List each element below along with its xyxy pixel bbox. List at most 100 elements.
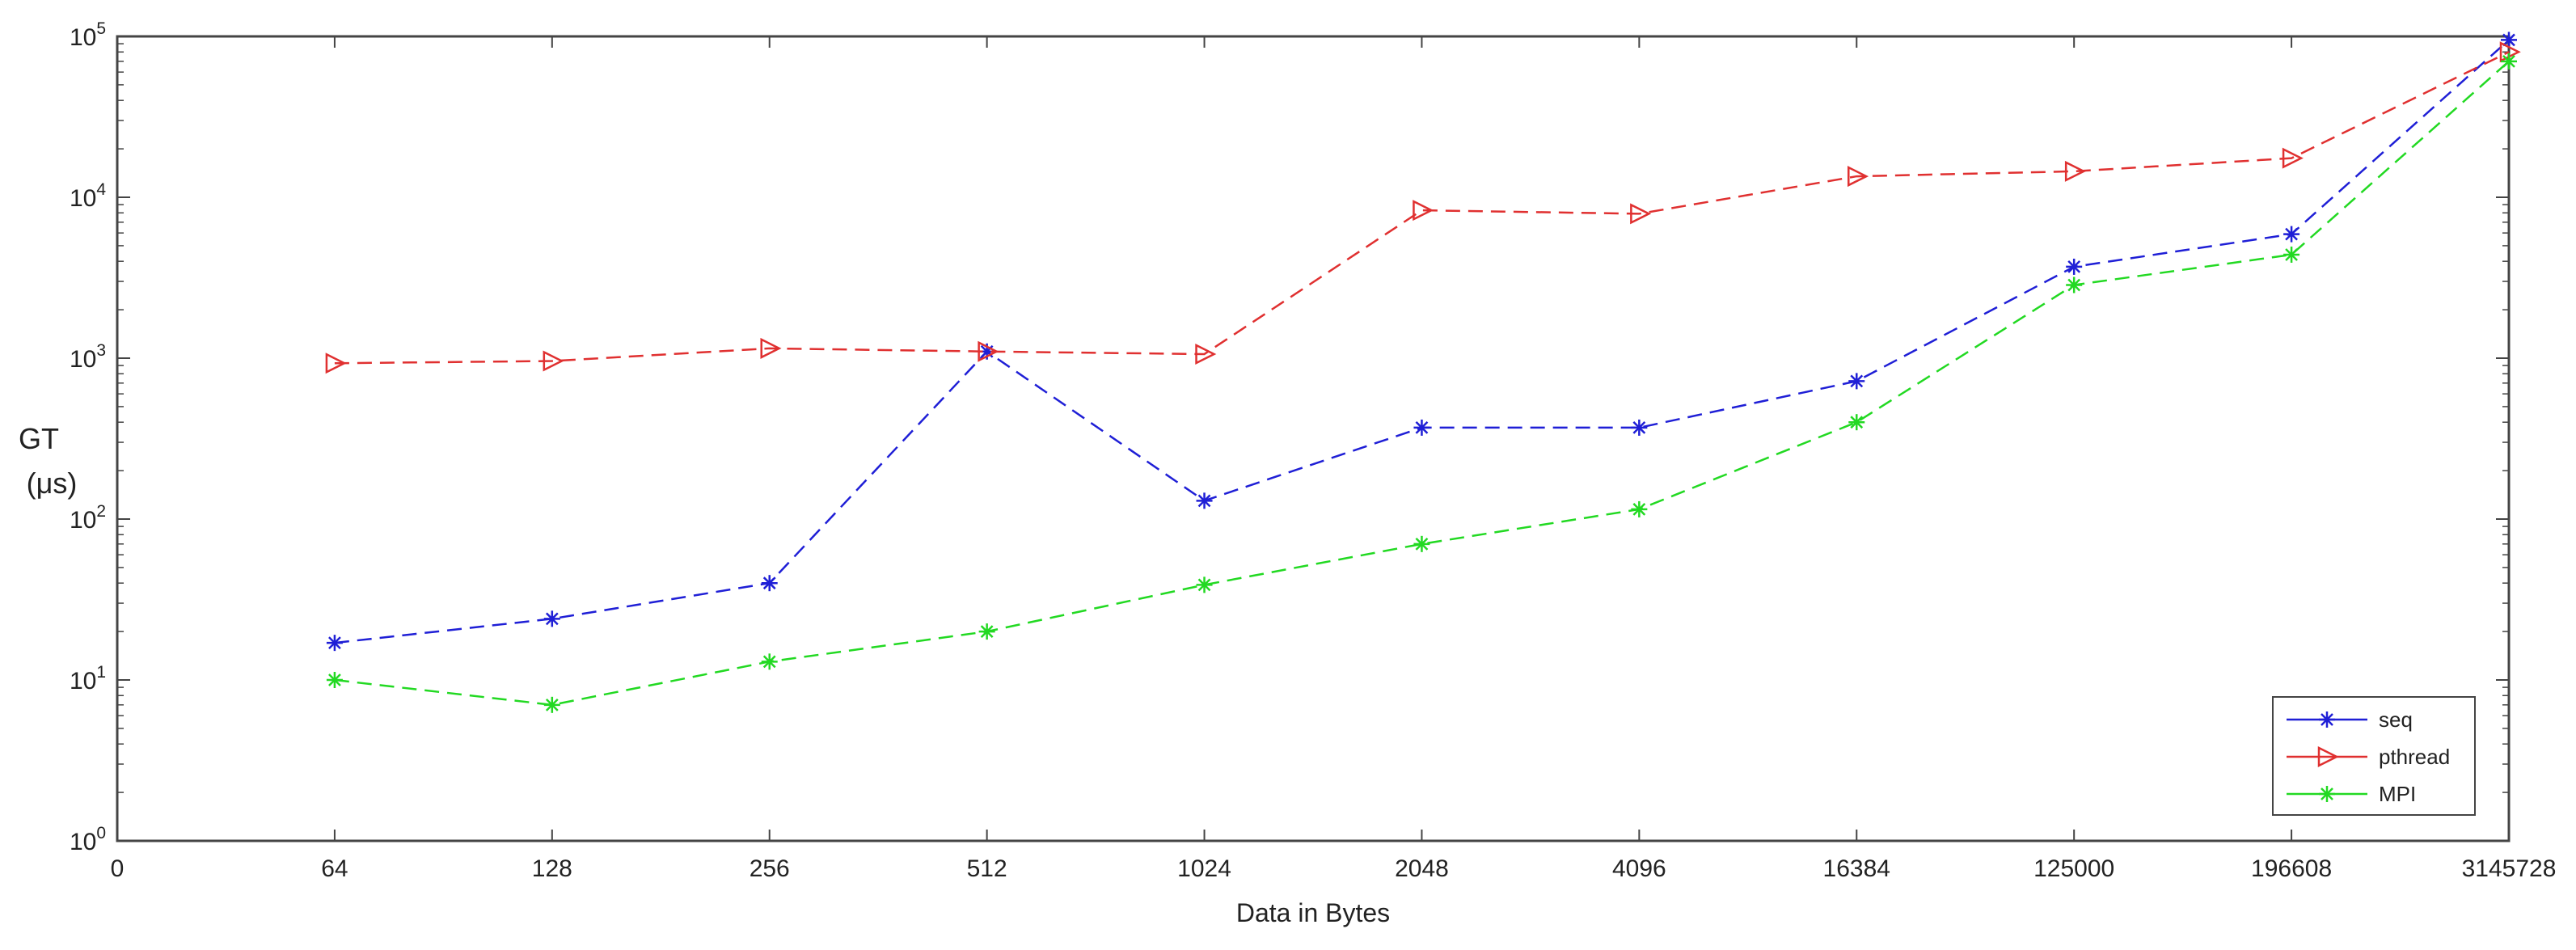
data-point-MPI xyxy=(543,696,560,713)
marker-shape xyxy=(760,337,782,359)
data-point-pthread xyxy=(1413,200,1434,222)
legend-entry-seq: seq xyxy=(2287,707,2413,732)
x-tick-label: 16384 xyxy=(1823,855,1890,882)
marker-stroke xyxy=(2285,227,2298,241)
marker-stroke xyxy=(1415,421,1429,434)
data-point-MPI xyxy=(978,623,995,640)
marker-stroke xyxy=(2067,278,2081,292)
legend: seq pthread MPI xyxy=(2272,696,2476,816)
marker-stroke xyxy=(2321,713,2333,726)
axis-ticks xyxy=(116,36,2510,842)
marker-shape xyxy=(2317,745,2339,768)
data-point-MPI xyxy=(2283,246,2300,263)
data-point-MPI xyxy=(326,672,343,688)
marker-stroke xyxy=(2502,33,2515,47)
y-tick-label: 101 xyxy=(70,663,106,695)
y-tick-labels: 100 101 102 103 104 105 xyxy=(70,19,106,855)
marker-stroke xyxy=(545,612,559,626)
x-tick-label: 256 xyxy=(750,855,790,882)
data-point-pthread xyxy=(978,340,999,362)
marker-stroke xyxy=(1197,494,1211,508)
y-tick-label: 104 xyxy=(70,180,106,212)
marker-stroke xyxy=(980,625,994,638)
marker-shape xyxy=(2064,160,2086,182)
marker-stroke xyxy=(762,576,776,590)
y-axis-title-line2: (μs) xyxy=(27,467,78,500)
data-point-MPI xyxy=(1413,535,1430,552)
x-axis-title: Data in Bytes xyxy=(1236,898,1390,927)
data-point-pthread xyxy=(2064,160,2086,182)
series-seq xyxy=(326,32,2517,652)
data-point-MPI xyxy=(1631,500,1648,517)
data-point-pthread xyxy=(543,350,564,372)
data-point-seq xyxy=(326,635,343,652)
x-tick-label: 64 xyxy=(321,855,348,882)
legend-marker xyxy=(2317,745,2339,768)
marker-stroke xyxy=(2285,248,2298,261)
legend-label: pthread xyxy=(2379,745,2450,769)
series-line-MPI xyxy=(334,60,2510,707)
series-line-seq xyxy=(334,39,2510,644)
data-point-seq xyxy=(1848,373,1865,390)
y-tick-label: 105 xyxy=(70,19,106,51)
data-point-MPI xyxy=(2066,277,2083,293)
legend-label: seq xyxy=(2379,707,2413,732)
marker-stroke xyxy=(762,655,776,669)
marker-shape xyxy=(1630,203,1652,225)
legend-marker xyxy=(2319,786,2335,802)
legend-entry-pthread: pthread xyxy=(2287,745,2450,769)
marker-stroke xyxy=(1415,537,1429,551)
marker-stroke xyxy=(328,673,341,686)
data-point-pthread xyxy=(325,353,347,374)
x-tick-label: 125000 xyxy=(2033,855,2114,882)
marker-stroke xyxy=(2502,54,2515,68)
data-point-pthread xyxy=(1630,203,1652,225)
data-point-seq xyxy=(1413,419,1430,436)
marker-shape xyxy=(2282,147,2304,169)
plot-frame xyxy=(116,35,2511,842)
series-line-pthread xyxy=(334,51,2510,365)
data-point-MPI xyxy=(1848,414,1865,431)
marker-shape xyxy=(1413,200,1434,222)
marker-stroke xyxy=(1197,578,1211,592)
x-tick-label: 196608 xyxy=(2251,855,2332,882)
data-point-seq xyxy=(2283,226,2300,243)
data-point-seq xyxy=(1196,492,1213,509)
data-point-seq xyxy=(761,575,778,592)
data-point-seq xyxy=(1631,419,1648,436)
marker-stroke xyxy=(2067,260,2081,273)
data-point-seq xyxy=(2066,258,2083,275)
marker-shape xyxy=(325,353,347,374)
x-tick-label: 128 xyxy=(532,855,572,882)
series-pthread xyxy=(325,41,2521,374)
x-tick-label: 0 xyxy=(111,855,125,882)
y-tick-label: 100 xyxy=(70,824,106,855)
series-layer xyxy=(325,32,2521,713)
data-point-seq xyxy=(543,610,560,627)
data-point-MPI xyxy=(1196,576,1213,593)
marker-shape xyxy=(1848,166,1869,188)
data-point-MPI xyxy=(761,653,778,670)
y-tick-label: 103 xyxy=(70,341,106,373)
data-point-pthread xyxy=(760,337,782,359)
data-point-pthread xyxy=(1195,343,1217,365)
x-tick-label: 512 xyxy=(967,855,1007,882)
legend-entries: seq pthread MPI xyxy=(2287,707,2450,806)
marker-stroke xyxy=(1632,421,1646,434)
x-tick-labels: 0 64 128 256 512 1024 2048 4096 16384 125000 19660… xyxy=(111,855,2557,882)
marker-shape xyxy=(978,340,999,362)
legend-label: MPI xyxy=(2379,782,2416,806)
marker-stroke xyxy=(1850,416,1864,429)
series-MPI xyxy=(326,53,2517,713)
marker-shape xyxy=(543,350,564,372)
marker-stroke xyxy=(1850,374,1864,388)
marker-stroke xyxy=(328,636,341,650)
marker-stroke xyxy=(1632,503,1646,516)
marker-stroke xyxy=(2321,787,2333,800)
x-tick-label: 3145728 xyxy=(2462,855,2557,882)
data-point-MPI xyxy=(2501,53,2517,70)
x-tick-label: 4096 xyxy=(1612,855,1666,882)
data-point-pthread xyxy=(1848,166,1869,188)
y-axis-title-line1: GT xyxy=(19,422,59,455)
